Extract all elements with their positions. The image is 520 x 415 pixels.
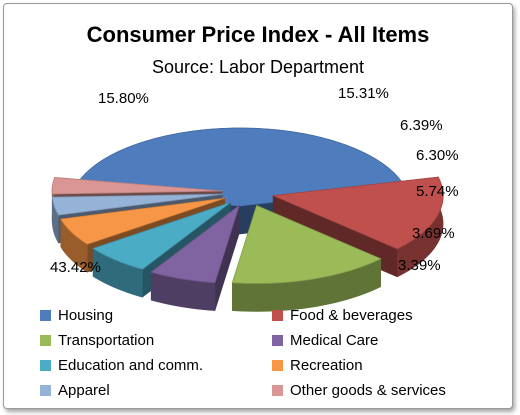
data-label-1: 15.80% <box>98 90 149 107</box>
legend-item-housing: Housing <box>40 305 272 325</box>
legend-label: Housing <box>58 306 114 324</box>
legend-label: Medical Care <box>290 331 379 349</box>
legend-label: Education and comm. <box>58 356 204 374</box>
legend-label: Other goods & services <box>290 381 446 399</box>
legend-label: Transportation <box>58 331 155 349</box>
chart-legend: Housing Food & beverages Transportation … <box>40 305 500 400</box>
legend-swatch <box>272 309 283 321</box>
legend-item-recreation: Recreation <box>272 355 500 375</box>
legend-item-apparel: Apparel <box>40 380 272 400</box>
legend-swatch <box>40 384 51 396</box>
chart-title: Consumer Price Index - All Items <box>86 22 430 47</box>
legend-swatch <box>272 359 283 371</box>
legend-item-transportation: Transportation <box>40 330 272 350</box>
pie-slice-2 <box>231 204 382 312</box>
legend-label: Food & beverages <box>290 306 413 324</box>
legend-swatch <box>272 384 283 396</box>
legend-label: Recreation <box>290 356 363 374</box>
data-label-0: 43.42% <box>50 259 101 276</box>
legend-item-education: Education and comm. <box>40 355 272 375</box>
legend-item-food-beverages: Food & beverages <box>272 305 500 325</box>
pie-slice-3 <box>150 204 240 311</box>
legend-item-medical-care: Medical Care <box>272 330 500 350</box>
data-label-3: 6.39% <box>400 117 443 134</box>
data-label-4: 6.30% <box>416 147 459 164</box>
data-label-5: 5.74% <box>416 183 459 200</box>
legend-label: Apparel <box>58 381 110 399</box>
legend-swatch <box>40 309 51 321</box>
legend-item-other-goods: Other goods & services <box>272 380 500 400</box>
data-label-2: 15.31% <box>338 85 389 102</box>
chart-subtitle: Source: Labor Department <box>151 57 365 77</box>
data-label-7: 3.39% <box>398 257 441 274</box>
data-label-6: 3.69% <box>412 225 455 242</box>
legend-swatch <box>272 334 283 346</box>
legend-swatch <box>40 334 51 346</box>
legend-swatch <box>40 359 51 371</box>
